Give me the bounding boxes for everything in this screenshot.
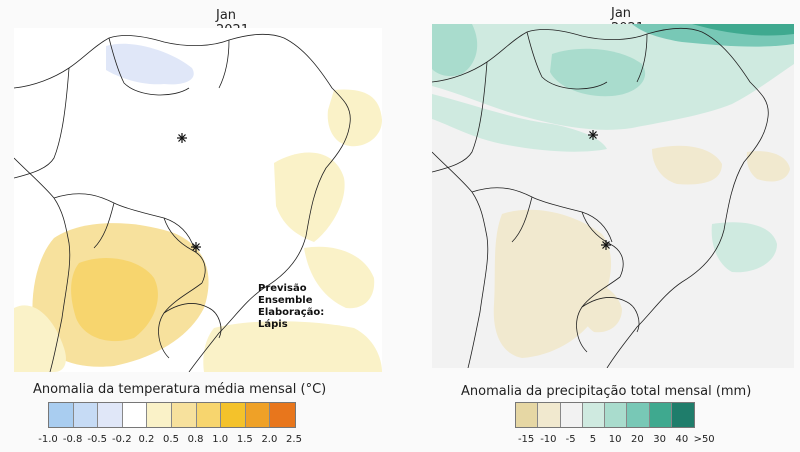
- colorbar-swatch: [270, 403, 295, 427]
- temperature-colorbar: [48, 402, 296, 428]
- colorbar-swatch: [73, 403, 99, 427]
- temperature-tick-labels: -1.0 -0.8 -0.5 -0.2 0.2 0.5 0.8 1.0 1.5 2.0 2.5: [38, 434, 302, 448]
- colorbar-tick-label: 2.5: [286, 434, 302, 445]
- colorbar-swatch: [147, 403, 172, 427]
- colorbar-tick-label: 2.0: [261, 434, 278, 445]
- dry-anomaly-east: [652, 145, 722, 185]
- forecast-credit: Previsão Ensemble Elaboração: Lápis: [258, 283, 324, 331]
- warm-anomaly-east: [274, 152, 345, 242]
- wet-anomaly-west: [432, 24, 478, 77]
- credit-line-2: Elaboração: Lápis: [258, 307, 325, 330]
- wet-anomaly-band: [432, 94, 607, 152]
- wet-anomaly-southeast: [711, 222, 777, 273]
- colorbar-tick-label: -0.8: [62, 434, 83, 445]
- colorbar-tick-label: 20: [631, 434, 644, 445]
- colorbar-tick-label: 0.2: [138, 434, 155, 445]
- precipitation-anomaly-map: [432, 24, 794, 368]
- credit-line-1: Previsão Ensemble: [258, 283, 313, 306]
- warm-anomaly-coast: [304, 246, 375, 309]
- colorbar-tick-label: 10: [608, 434, 622, 445]
- colorbar-swatch: [627, 403, 650, 427]
- warm-anomaly-northeast: [327, 89, 382, 147]
- colorbar-swatch: [538, 403, 561, 427]
- colorbar-swatch: [196, 403, 222, 427]
- city-marker-4: [601, 240, 611, 250]
- colorbar-tick-label: 30: [653, 434, 666, 445]
- colorbar-swatch: [221, 403, 246, 427]
- colorbar-swatch: [649, 403, 672, 427]
- colorbar-swatch: [516, 403, 539, 427]
- precipitation-legend-title: Anomalia da precipitação total mensal (m…: [461, 384, 752, 399]
- warm-anomaly-core: [71, 258, 158, 342]
- colorbar-tick-label: -5: [565, 434, 576, 445]
- colorbar-swatch: [122, 403, 148, 427]
- city-marker-3: [588, 130, 598, 140]
- colorbar-tick-label: 5: [589, 434, 597, 445]
- warm-anomaly-west: [14, 305, 66, 372]
- colorbar-tick-label: -0.5: [87, 434, 107, 445]
- cold-anomaly-north: [106, 43, 194, 85]
- colorbar-swatch: [671, 403, 694, 427]
- colorbar-tick-label: -1.0: [38, 434, 58, 445]
- colorbar-tick-label: 0.8: [187, 434, 204, 445]
- temperature-anomaly-map: [14, 28, 382, 372]
- city-marker-2: [191, 242, 201, 252]
- temperature-legend-title: Anomalia da temperatura média mensal (°C…: [33, 382, 327, 397]
- colorbar-swatch: [560, 403, 583, 427]
- colorbar-tick-label: -10: [540, 434, 557, 445]
- colorbar-swatch: [245, 403, 271, 427]
- dry-anomaly-south: [493, 209, 612, 358]
- colorbar-tick-label: 1.0: [212, 434, 229, 445]
- warm-anomaly-southeast: [203, 321, 382, 372]
- colorbar-swatch: [98, 403, 123, 427]
- colorbar-swatch: [171, 403, 197, 427]
- colorbar-swatch: [582, 403, 605, 427]
- colorbar-swatch: [605, 403, 628, 427]
- dry-anomaly-south-2: [576, 282, 622, 333]
- wet-anomaly-corner: [692, 24, 794, 36]
- colorbar-tick-label: -15: [517, 434, 535, 445]
- wet-anomaly-north-strong: [550, 48, 646, 97]
- precipitation-tick-labels: -15 -10 -5 5 10 20 30 40 >50: [515, 434, 715, 448]
- city-marker-1: [177, 133, 187, 143]
- colorbar-tick-label: -0.2: [112, 434, 132, 445]
- colorbar-swatch: [49, 403, 74, 427]
- colorbar-tick-label: 1.5: [236, 434, 253, 445]
- precipitation-colorbar: [515, 402, 695, 428]
- colorbar-tick-label: 40: [675, 434, 689, 445]
- dry-anomaly-coast: [746, 151, 790, 182]
- colorbar-tick-label: >50: [693, 434, 715, 445]
- colorbar-tick-label: 0.5: [163, 434, 179, 445]
